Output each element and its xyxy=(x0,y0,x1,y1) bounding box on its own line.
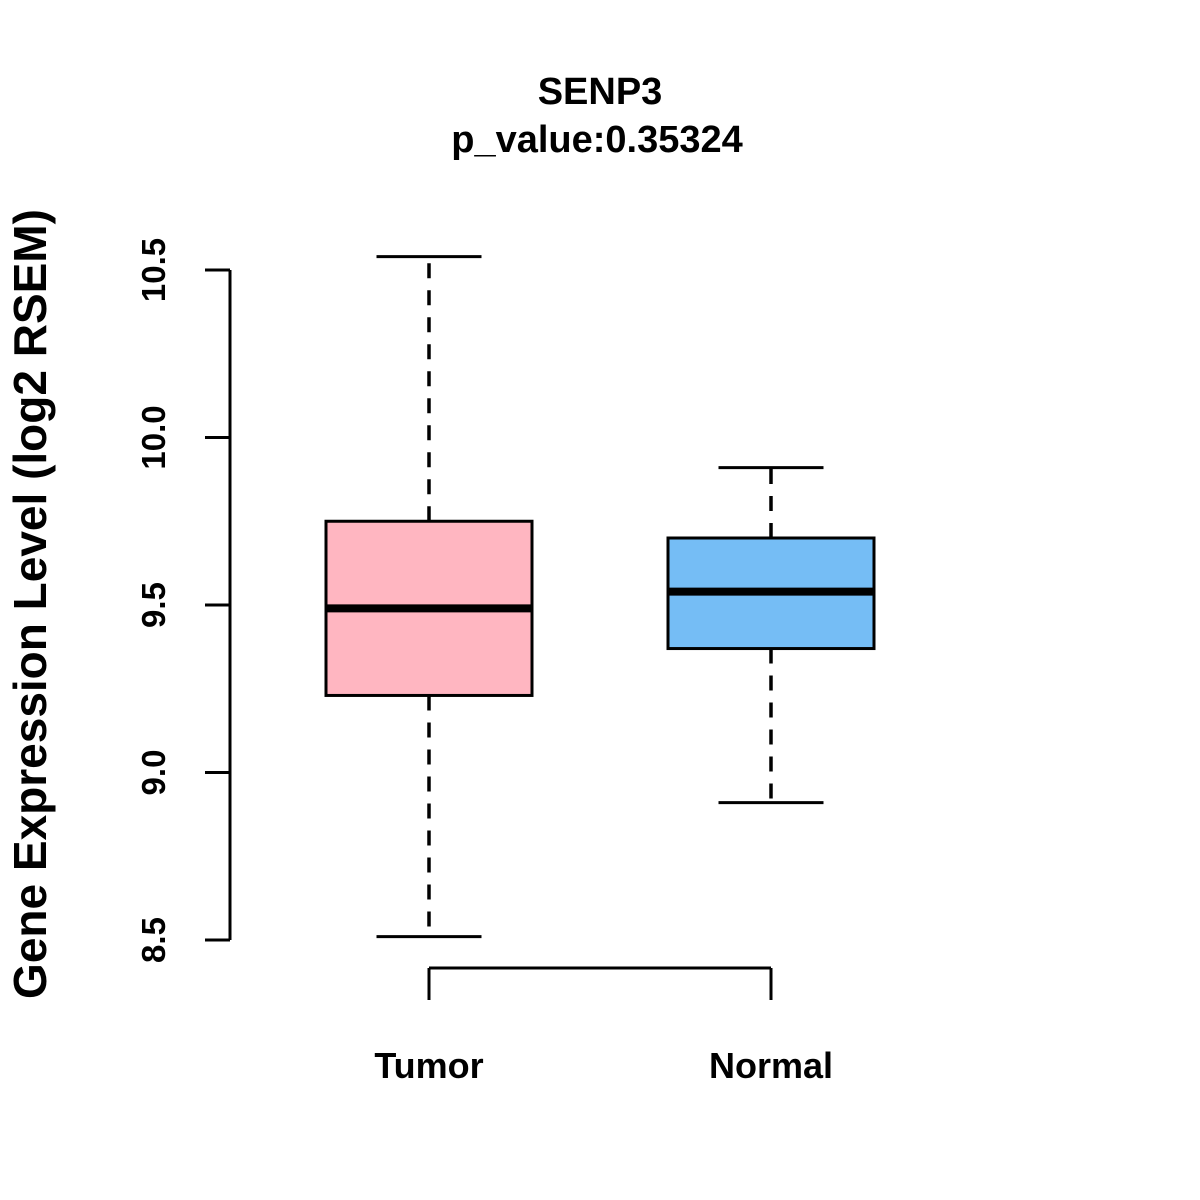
y-axis: 8.5 9.0 9.5 10.0 10.5 xyxy=(135,238,232,963)
chart-title: SENP3 xyxy=(538,71,663,113)
y-tick-label: 9.0 xyxy=(135,750,172,796)
y-axis-label: Gene Expression Level (log2 RSEM) xyxy=(4,209,56,999)
y-tick-label: 9.5 xyxy=(135,582,172,628)
box-series xyxy=(324,255,876,939)
y-tick-label: 8.5 xyxy=(135,917,172,963)
x-label-tumor: Tumor xyxy=(374,1045,483,1086)
chart-subtitle: p_value:0.35324 xyxy=(451,119,743,161)
x-axis: Tumor Normal xyxy=(374,966,833,1086)
y-tick-label: 10.5 xyxy=(135,238,172,302)
y-tick-label: 10.0 xyxy=(135,405,172,469)
x-label-normal: Normal xyxy=(709,1045,833,1086)
